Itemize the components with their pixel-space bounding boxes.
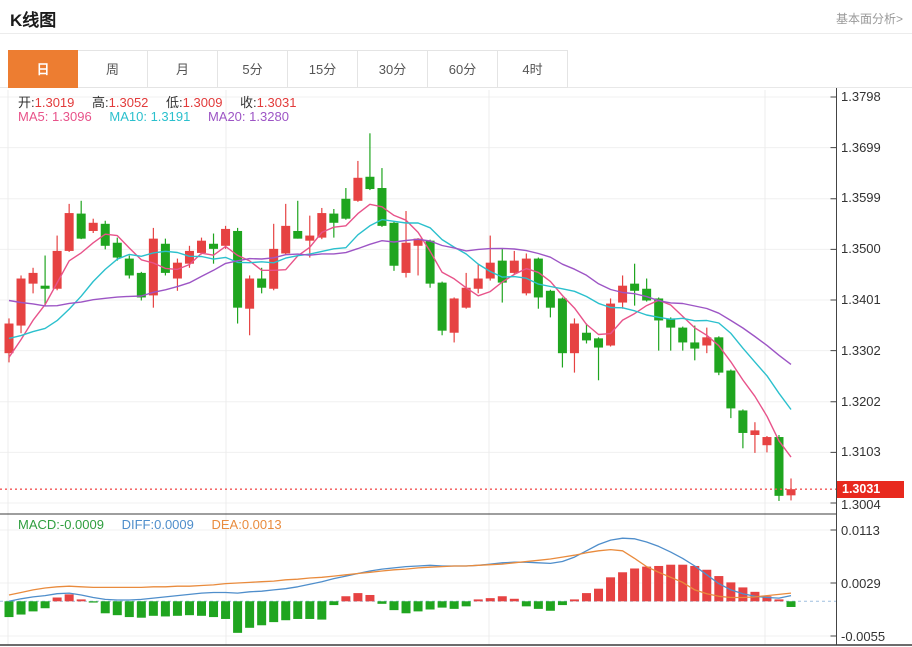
fundamental-analysis-link[interactable]: 基本面分析> [835, 12, 903, 26]
tab-30min[interactable]: 30分 [358, 50, 428, 88]
interval-tab-bar: 日 周 月 5分 15分 30分 60分 4时 [8, 50, 568, 88]
tab-5min[interactable]: 5分 [218, 50, 288, 88]
tab-day[interactable]: 日 [8, 50, 78, 88]
tab-month[interactable]: 月 [148, 50, 218, 88]
tab-60min[interactable]: 60分 [428, 50, 498, 88]
tab-4hour[interactable]: 4时 [498, 50, 568, 88]
tab-week[interactable]: 周 [78, 50, 148, 88]
tab-15min[interactable]: 15分 [288, 50, 358, 88]
